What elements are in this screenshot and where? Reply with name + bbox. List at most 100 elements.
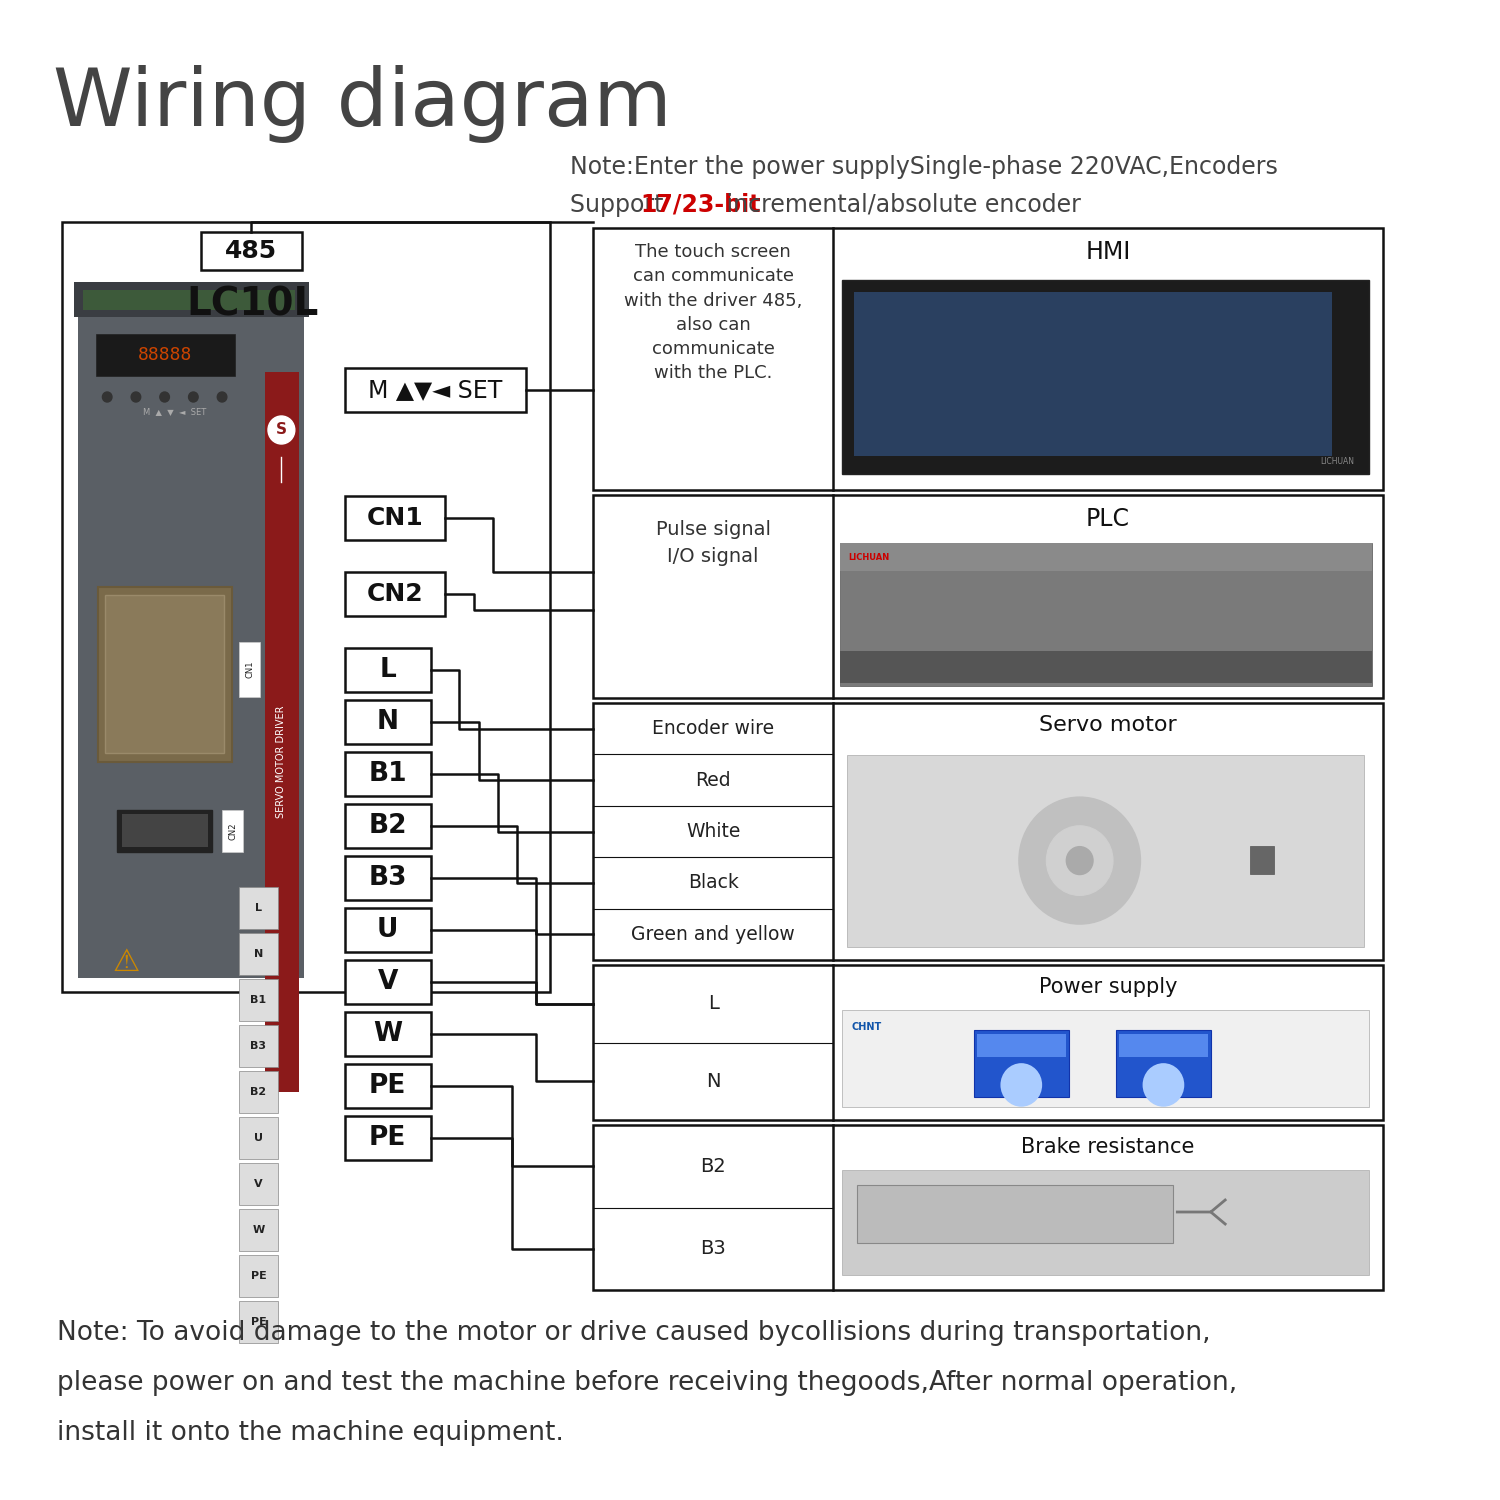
Bar <box>240 1118 278 1160</box>
Text: L: L <box>708 994 718 1014</box>
Bar <box>345 908 430 952</box>
Bar <box>122 815 207 848</box>
Bar <box>105 596 224 753</box>
Bar <box>345 572 445 616</box>
Circle shape <box>1047 827 1113 896</box>
Circle shape <box>217 392 226 402</box>
Circle shape <box>160 392 170 402</box>
Text: S: S <box>276 423 286 438</box>
Bar <box>594 964 1383 1120</box>
Text: CN2: CN2 <box>366 582 423 606</box>
Text: 17/23-bit: 17/23-bit <box>640 194 760 217</box>
Circle shape <box>268 416 296 444</box>
Text: B3: B3 <box>251 1041 267 1052</box>
Circle shape <box>1000 1064 1042 1107</box>
Text: HMI: HMI <box>1084 240 1131 264</box>
Bar <box>62 222 550 992</box>
Text: 88888: 88888 <box>138 346 192 364</box>
Bar <box>594 704 1383 960</box>
Bar <box>240 642 261 698</box>
Text: W: W <box>374 1022 402 1047</box>
Bar <box>96 334 234 376</box>
Bar <box>78 282 304 978</box>
Text: Red: Red <box>696 771 730 789</box>
Bar <box>843 280 1368 474</box>
Bar <box>856 1185 1173 1242</box>
Text: Power supply: Power supply <box>1038 976 1178 998</box>
Text: L: L <box>380 657 396 682</box>
Circle shape <box>1143 1064 1185 1107</box>
Bar <box>240 980 278 1022</box>
Text: SERVO MOTOR DRIVER: SERVO MOTOR DRIVER <box>276 706 286 819</box>
Bar <box>847 754 1364 946</box>
Bar <box>117 810 213 852</box>
Bar <box>594 495 1383 698</box>
Bar <box>222 810 243 852</box>
Bar <box>345 368 526 413</box>
Bar <box>345 804 430 847</box>
Text: Servo motor: Servo motor <box>1040 716 1178 735</box>
Bar <box>843 1010 1368 1107</box>
Text: CN1: CN1 <box>246 660 255 678</box>
Bar <box>1251 846 1274 873</box>
Text: V: V <box>378 969 398 994</box>
Bar <box>240 1024 278 1066</box>
Text: CN1: CN1 <box>366 506 423 530</box>
Bar <box>345 700 430 744</box>
Text: B3: B3 <box>369 865 407 891</box>
Text: N: N <box>254 950 262 958</box>
Text: Brake resistance: Brake resistance <box>1022 1137 1194 1156</box>
Text: PE: PE <box>251 1317 267 1328</box>
Circle shape <box>1066 846 1094 874</box>
Text: U: U <box>254 1132 262 1143</box>
Text: install it onto the machine equipment.: install it onto the machine equipment. <box>57 1420 564 1446</box>
Circle shape <box>189 392 198 402</box>
Text: White: White <box>686 822 741 842</box>
Bar <box>84 290 296 310</box>
Text: Note:Enter the power supplySingle-phase 220VAC,Encoders: Note:Enter the power supplySingle-phase … <box>570 154 1278 178</box>
Text: L: L <box>255 903 262 914</box>
Text: 485: 485 <box>225 238 278 262</box>
Bar <box>240 1300 278 1342</box>
Bar <box>843 1170 1368 1275</box>
Bar <box>594 1125 1383 1290</box>
Text: B2: B2 <box>251 1088 267 1096</box>
Bar <box>266 372 298 1092</box>
Text: ⚠: ⚠ <box>112 948 140 976</box>
Text: CN2: CN2 <box>228 822 237 840</box>
Circle shape <box>102 392 112 402</box>
Bar <box>976 1034 1066 1058</box>
Bar <box>240 1209 278 1251</box>
Text: B1: B1 <box>369 760 407 788</box>
Text: CHNT: CHNT <box>852 1022 882 1032</box>
Bar <box>240 1071 278 1113</box>
Text: LICHUAN: LICHUAN <box>847 552 889 561</box>
Text: Wiring diagram: Wiring diagram <box>53 64 672 142</box>
Bar <box>345 1116 430 1160</box>
Text: W: W <box>252 1226 264 1234</box>
Text: Black: Black <box>687 873 738 892</box>
Bar <box>201 232 302 270</box>
Bar <box>345 496 445 540</box>
Bar <box>840 543 1371 572</box>
Text: LC10L: LC10L <box>186 285 320 322</box>
Bar <box>345 856 430 900</box>
Bar <box>840 651 1371 682</box>
Bar <box>974 1030 1068 1096</box>
Text: Green and yellow: Green and yellow <box>632 926 795 944</box>
Bar <box>240 933 278 975</box>
Text: please power on and test the machine before receiving thegoods,After normal oper: please power on and test the machine bef… <box>57 1370 1237 1396</box>
Bar <box>1116 1030 1210 1096</box>
Text: PE: PE <box>369 1072 407 1100</box>
Bar <box>345 648 430 692</box>
Circle shape <box>1019 796 1140 924</box>
Text: N: N <box>706 1071 720 1090</box>
Text: U: U <box>376 916 399 944</box>
Text: Pulse signal
I/O signal: Pulse signal I/O signal <box>656 520 771 566</box>
Bar <box>1119 1034 1208 1058</box>
Circle shape <box>130 392 141 402</box>
Text: M ▲▼◄ SET: M ▲▼◄ SET <box>369 378 502 402</box>
Text: B1: B1 <box>251 994 267 1005</box>
Text: B3: B3 <box>700 1239 726 1258</box>
Text: B2: B2 <box>700 1156 726 1176</box>
